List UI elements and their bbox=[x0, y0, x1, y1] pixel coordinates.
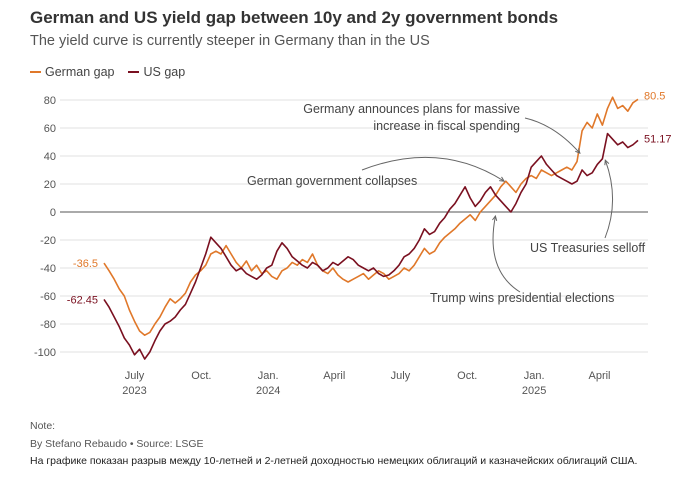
x-tick-label: July bbox=[391, 370, 411, 382]
x-tick-year: 2024 bbox=[256, 385, 280, 397]
legend-swatch-german bbox=[30, 71, 41, 73]
annotation-fiscal-line1: Germany announces plans for massive bbox=[303, 102, 520, 116]
y-tick-label: -100 bbox=[34, 347, 56, 359]
y-tick-label: 80 bbox=[44, 95, 56, 107]
legend-label-german: German gap bbox=[45, 65, 115, 79]
legend: German gap US gap bbox=[30, 65, 185, 79]
annotation-fiscal-arrowhead bbox=[575, 148, 581, 155]
start-label-german: -36.5 bbox=[73, 258, 98, 270]
annotation-trump-arrowhead bbox=[492, 214, 498, 221]
x-tick-label: April bbox=[588, 370, 610, 382]
legend-swatch-us bbox=[128, 71, 140, 73]
y-tick-label: 60 bbox=[44, 123, 56, 135]
chart-title: German and US yield gap between 10y and … bbox=[30, 8, 559, 27]
series-line-german bbox=[103, 96, 639, 336]
x-tick-label: July bbox=[125, 370, 145, 382]
x-tick-year: 2023 bbox=[122, 385, 146, 397]
annotation-collapse-arrow bbox=[361, 156, 505, 182]
legend-item-german: German gap bbox=[30, 65, 114, 79]
x-tick-label: April bbox=[323, 370, 345, 382]
footer-caption: На графике показан разрыв между 10-летне… bbox=[30, 455, 638, 467]
end-label-us: 51.17 bbox=[644, 133, 672, 145]
annotation-treasuries-label: US Treasuries selloff bbox=[530, 241, 646, 255]
annotation-collapse-arrowhead bbox=[499, 176, 506, 182]
legend-item-us: US gap bbox=[128, 65, 185, 79]
y-tick-label: -20 bbox=[40, 235, 56, 247]
line-chart: 80 60 40 20 0 -20 -40 -60 -80 -100 July 2023 Oct. Jan… bbox=[34, 90, 672, 397]
x-tick-label: Oct. bbox=[191, 370, 211, 382]
y-tick-label: 0 bbox=[50, 207, 56, 219]
x-tick-label: Jan. bbox=[258, 370, 279, 382]
annotation-trump-arrow bbox=[492, 215, 521, 293]
start-label-us: -62.45 bbox=[67, 294, 98, 306]
y-tick-label: 20 bbox=[44, 179, 56, 191]
y-tick-label: -80 bbox=[40, 319, 56, 331]
x-tick-label: Oct. bbox=[457, 370, 477, 382]
annotation-treasuries-arrowhead bbox=[604, 159, 610, 166]
x-tick-label: Jan. bbox=[524, 370, 545, 382]
annotation-trump-label: Trump wins presidential elections bbox=[430, 291, 614, 305]
end-label-german: 80.5 bbox=[644, 90, 665, 102]
annotation-treasuries-arrow bbox=[604, 160, 614, 239]
x-tick-year: 2025 bbox=[522, 385, 546, 397]
y-tick-label: -40 bbox=[40, 263, 56, 275]
footer-byline: By Stefano Rebaudo • Source: LSGE bbox=[30, 438, 204, 450]
annotation-fiscal-arrow bbox=[524, 117, 581, 154]
annotation-collapse-label: German government collapses bbox=[247, 174, 417, 188]
y-tick-label: 40 bbox=[44, 151, 56, 163]
footer-note: Note: bbox=[30, 420, 56, 432]
y-tick-label: -60 bbox=[40, 291, 56, 303]
annotation-fiscal-line2: increase in fiscal spending bbox=[373, 119, 520, 133]
chart-subtitle: The yield curve is currently steeper in … bbox=[30, 33, 430, 49]
series-line-us bbox=[103, 132, 639, 360]
legend-label-us: US gap bbox=[143, 65, 186, 79]
